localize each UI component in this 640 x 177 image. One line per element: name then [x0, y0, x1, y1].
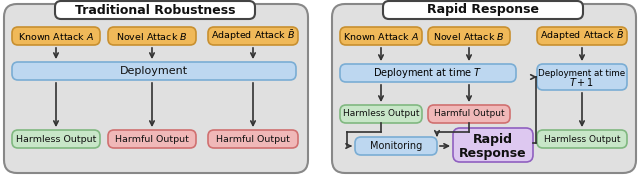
FancyBboxPatch shape — [340, 64, 516, 82]
FancyBboxPatch shape — [4, 4, 308, 173]
FancyBboxPatch shape — [108, 27, 196, 45]
Text: Known Attack $A$: Known Attack $A$ — [343, 30, 419, 41]
FancyBboxPatch shape — [340, 27, 422, 45]
FancyBboxPatch shape — [12, 130, 100, 148]
FancyBboxPatch shape — [428, 27, 510, 45]
Text: Novel Attack $B$: Novel Attack $B$ — [433, 30, 505, 41]
FancyBboxPatch shape — [340, 105, 422, 123]
FancyBboxPatch shape — [537, 27, 627, 45]
Text: Rapid: Rapid — [473, 133, 513, 147]
FancyBboxPatch shape — [428, 105, 510, 123]
Text: Deployment at time $T$: Deployment at time $T$ — [373, 66, 483, 80]
FancyBboxPatch shape — [108, 130, 196, 148]
Text: Response: Response — [459, 147, 527, 159]
FancyBboxPatch shape — [537, 130, 627, 148]
FancyBboxPatch shape — [208, 130, 298, 148]
Text: Adapted Attack $\bar{B}$: Adapted Attack $\bar{B}$ — [211, 28, 295, 44]
Text: Novel Attack $B$: Novel Attack $B$ — [116, 30, 188, 41]
FancyBboxPatch shape — [12, 27, 100, 45]
FancyBboxPatch shape — [537, 64, 627, 90]
Text: Adapted Attack $\bar{B}$: Adapted Attack $\bar{B}$ — [540, 28, 624, 44]
Text: Traditional Robustness: Traditional Robustness — [75, 4, 236, 16]
FancyBboxPatch shape — [355, 137, 437, 155]
FancyBboxPatch shape — [332, 4, 636, 173]
Text: Deployment: Deployment — [120, 66, 188, 76]
Text: Harmless Output: Harmless Output — [343, 110, 419, 118]
Text: Harmless Output: Harmless Output — [544, 135, 620, 144]
FancyBboxPatch shape — [453, 128, 533, 162]
Text: $T+1$: $T+1$ — [570, 76, 595, 88]
Text: Harmless Output: Harmless Output — [16, 135, 96, 144]
FancyBboxPatch shape — [383, 1, 583, 19]
Text: Rapid Response: Rapid Response — [427, 4, 539, 16]
FancyBboxPatch shape — [208, 27, 298, 45]
Text: Monitoring: Monitoring — [370, 141, 422, 151]
Text: Harmful Output: Harmful Output — [216, 135, 290, 144]
FancyBboxPatch shape — [55, 1, 255, 19]
Text: Harmful Output: Harmful Output — [115, 135, 189, 144]
Text: Deployment at time: Deployment at time — [538, 68, 625, 78]
Text: Harmful Output: Harmful Output — [434, 110, 504, 118]
FancyBboxPatch shape — [12, 62, 296, 80]
Text: Known Attack $A$: Known Attack $A$ — [18, 30, 94, 41]
